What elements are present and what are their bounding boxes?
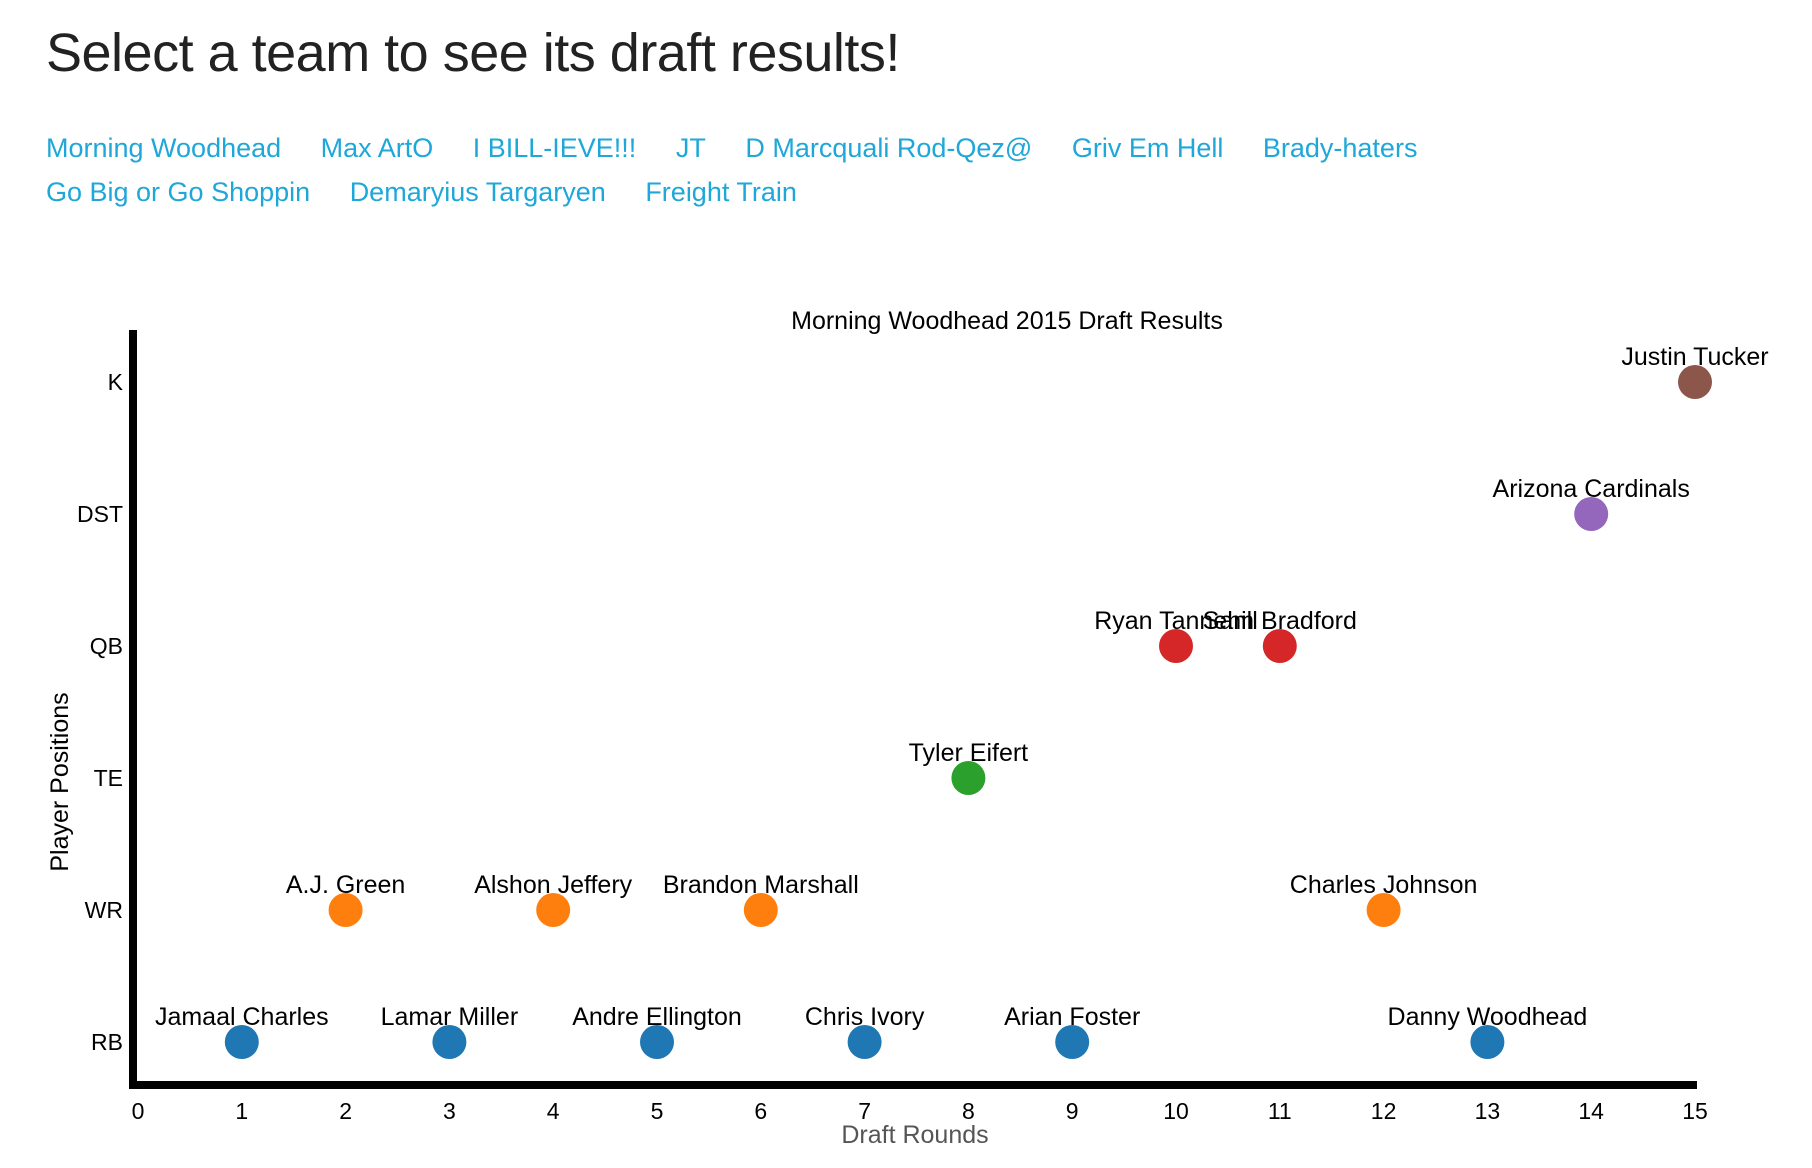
x-tick-label: 13 — [1475, 1098, 1501, 1124]
team-link[interactable]: Go Big or Go Shoppin — [46, 177, 311, 207]
team-link[interactable]: Morning Woodhead — [46, 133, 282, 163]
data-point — [1470, 1025, 1505, 1059]
team-link[interactable]: Griv Em Hell — [1071, 133, 1224, 163]
data-point — [1366, 893, 1401, 927]
data-label: Ryan Tannehill — [1094, 607, 1258, 635]
x-tick-label: 14 — [1578, 1098, 1604, 1124]
y-tick-label: RB — [91, 1029, 123, 1055]
y-tick-label: DST — [77, 501, 123, 527]
y-axis-label: Player Positions — [46, 692, 74, 871]
team-link[interactable]: I BILL-IEVE!!! — [472, 133, 637, 163]
team-link[interactable]: D Marcquali Rod-Qez@ — [745, 133, 1033, 163]
team-link[interactable]: Demaryius Targaryen — [349, 177, 606, 207]
team-link[interactable]: JT — [675, 133, 706, 163]
data-label: Alshon Jeffery — [474, 871, 632, 899]
team-links: Morning Woodhead Max ArtO I BILL-IEVE!!!… — [46, 126, 1686, 214]
data-point — [432, 1025, 467, 1059]
x-tick-label: 10 — [1163, 1098, 1189, 1124]
data-point — [1574, 497, 1609, 531]
x-tick-label: 1 — [235, 1098, 248, 1124]
y-tick-label: QB — [90, 633, 123, 659]
data-label: Charles Johnson — [1290, 871, 1478, 899]
x-tick-label: 11 — [1268, 1098, 1292, 1124]
data-point — [847, 1025, 882, 1059]
data-label: Andre Ellington — [572, 1003, 742, 1031]
data-label: Danny Woodhead — [1388, 1003, 1588, 1031]
data-point — [1678, 365, 1712, 399]
data-point — [224, 1025, 259, 1059]
x-tick-label: 15 — [1682, 1098, 1708, 1124]
data-point — [328, 893, 363, 927]
team-link[interactable]: Brady-haters — [1262, 133, 1418, 163]
data-label: Arian Foster — [1004, 1003, 1140, 1031]
data-label: Chris Ivory — [805, 1003, 925, 1031]
data-label: Sam Bradford — [1203, 607, 1357, 635]
data-label: Arizona Cardinals — [1493, 475, 1690, 503]
data-point — [536, 893, 571, 927]
data-label: Lamar Miller — [381, 1003, 519, 1031]
chart-title: Morning Woodhead 2015 Draft Results — [791, 307, 1223, 335]
chart-container: Morning Woodhead 2015 Draft Results 0 1 2 3 4… — [0, 290, 1812, 1168]
x-tick-label: 2 — [339, 1098, 352, 1124]
x-tick-label: 4 — [547, 1098, 560, 1124]
y-tick-label: K — [108, 369, 124, 395]
y-tick-label: TE — [94, 765, 123, 791]
data-point — [1055, 1025, 1090, 1059]
x-tick-label: 5 — [651, 1098, 664, 1124]
page-title: Select a team to see its draft results! — [46, 23, 900, 83]
data-point — [743, 893, 778, 927]
data-point — [951, 761, 986, 795]
x-tick-label: 12 — [1371, 1098, 1397, 1124]
x-tick-label: 0 — [132, 1098, 145, 1124]
x-axis-label: Draft Rounds — [841, 1121, 988, 1149]
x-tick-label: 9 — [1066, 1098, 1079, 1124]
data-point — [1159, 629, 1193, 663]
y-tick-label: WR — [85, 897, 123, 923]
data-point — [640, 1025, 674, 1059]
team-link[interactable]: Max ArtO — [320, 133, 434, 163]
x-tick-label: 7 — [858, 1098, 871, 1124]
data-label: Tyler Eifert — [909, 739, 1029, 767]
data-label: Justin Tucker — [1621, 343, 1768, 371]
x-tick-label: 6 — [754, 1098, 767, 1124]
data-label: Brandon Marshall — [663, 871, 859, 899]
data-point — [1262, 629, 1297, 663]
x-tick-label: 3 — [443, 1098, 456, 1124]
data-label: A.J. Green — [286, 871, 406, 899]
data-label: Jamaal Charles — [155, 1003, 329, 1031]
x-tick-label: 8 — [962, 1098, 975, 1124]
team-link[interactable]: Freight Train — [645, 177, 797, 207]
